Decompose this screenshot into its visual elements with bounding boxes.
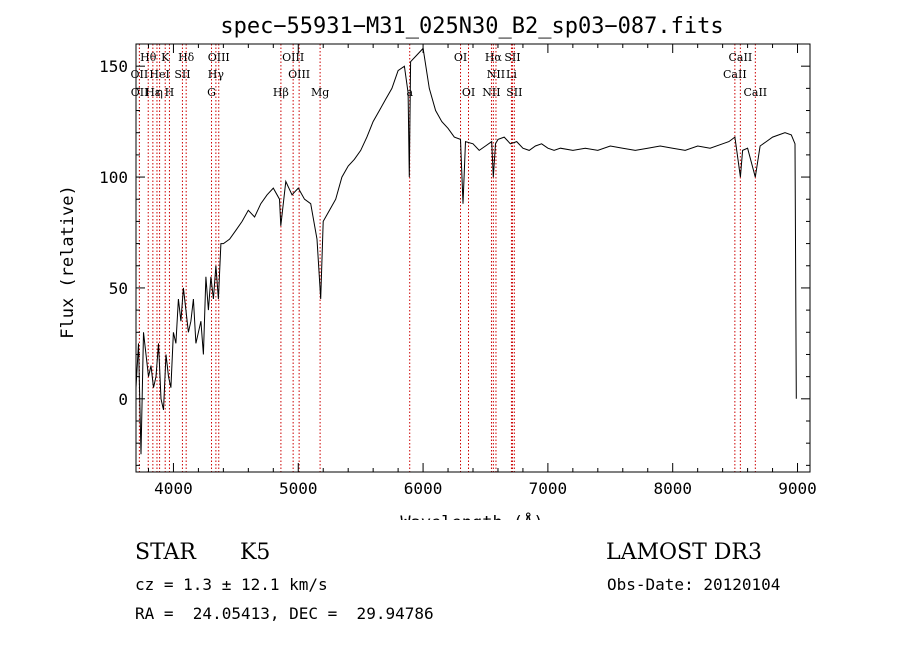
y-axis: 0 50 100 150 (99, 43, 810, 466)
spectral-line-label: H (165, 86, 175, 99)
x-tick-label: 5000 (279, 479, 318, 498)
x-tick-label: 8000 (653, 479, 692, 498)
spectral-line-label: HeI (149, 68, 169, 81)
spectral-line-label: CaII (723, 68, 747, 81)
redshift-velocity: cz = 1.3 ± 12.1 km/s (135, 575, 328, 594)
spectral-line-label: Hδ (178, 51, 195, 64)
spectral-line-label: Hθ (140, 51, 157, 64)
y-tick-label: 0 (118, 390, 128, 409)
spectral-line-label: SII (504, 51, 520, 64)
line-markers (138, 44, 756, 472)
spectral-line-label: CaII (729, 51, 753, 64)
observation-date: Obs-Date: 20120104 (607, 575, 781, 594)
spectral-line-label: SII (174, 68, 190, 81)
spectral-line-label: OII (131, 86, 149, 99)
x-axis-label: Wavelength (Å) (400, 511, 543, 520)
spectral-line-label: OIII (288, 68, 310, 81)
spectral-line-label: NII (482, 86, 500, 99)
object-class: STAR (135, 540, 196, 565)
survey-name: LAMOST DR3 (606, 540, 762, 565)
spectral-line-label: OI (462, 86, 475, 99)
x-axis: 4000 5000 6000 7000 8000 9000 (147, 44, 817, 498)
spectral-line-label: Hε (145, 86, 161, 99)
spectral-line-label: OIII (208, 51, 230, 64)
spectral-line-label: SII (506, 86, 522, 99)
spectral-line-label: CaII (743, 86, 767, 99)
spectrum-line (135, 47, 797, 455)
spectrum-chart: spec−55931−M31_025N30_B2_sp03−087.fits H… (58, 14, 817, 520)
y-tick-label: 100 (99, 168, 128, 187)
chart-title: spec−55931−M31_025N30_B2_sp03−087.fits (220, 14, 723, 39)
plot-frame (135, 43, 811, 473)
spectral-line-label: NII (487, 68, 505, 81)
x-tick-label: 6000 (404, 479, 443, 498)
spectral-line-label: OIII (282, 51, 304, 64)
x-tick-label: 4000 (154, 479, 193, 498)
y-axis-label: Flux (relative) (58, 185, 78, 339)
x-tick-label: 7000 (529, 479, 568, 498)
object-subclass: K5 (240, 540, 271, 565)
y-tick-label: 150 (99, 57, 128, 76)
spectral-line-label: η (156, 86, 163, 99)
y-tick-label: 50 (109, 279, 128, 298)
spectral-line-label: Hβ (273, 86, 289, 99)
spectral-line-label: G (207, 86, 216, 99)
spectral-line-label: Mg (311, 86, 329, 99)
spectral-line-label: Hα (485, 51, 503, 64)
spectral-line-label: OII (131, 68, 149, 81)
spectral-line-label: K (161, 51, 170, 64)
sky-coordinates: RA = 24.05413, DEC = 29.94786 (135, 604, 434, 623)
spectral-line-label: OI (454, 51, 467, 64)
x-tick-label: 9000 (778, 479, 817, 498)
spectral-line-label: Hγ (208, 68, 225, 81)
spectral-line-label: Li (506, 68, 517, 81)
